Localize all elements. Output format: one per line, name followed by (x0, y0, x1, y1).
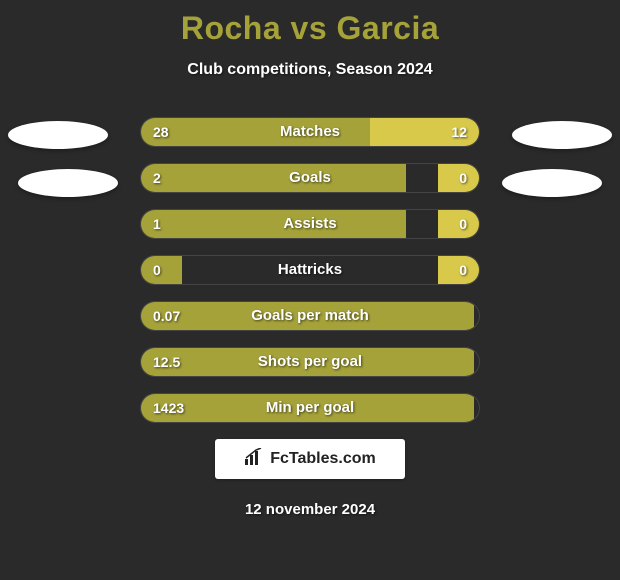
player-badge-left-2 (18, 169, 118, 197)
stat-value-left: 0.07 (153, 302, 180, 330)
stat-row: Shots per goal12.5 (140, 347, 480, 377)
stat-value-left: 1 (153, 210, 161, 238)
stat-label: Goals (141, 164, 479, 192)
player-badge-right-2 (502, 169, 602, 197)
page-title: Rocha vs Garcia (0, 10, 620, 47)
chart-icon (244, 448, 264, 471)
watermark-text: FcTables.com (270, 450, 376, 468)
stat-bars: Matches2812Goals20Assists10Hattricks00Go… (140, 117, 480, 423)
comparison-card: Rocha vs Garcia Club competitions, Seaso… (0, 0, 620, 580)
stat-row: Min per goal1423 (140, 393, 480, 423)
stat-value-left: 0 (153, 256, 161, 284)
stat-value-left: 28 (153, 118, 169, 146)
stat-value-right: 0 (459, 210, 467, 238)
stat-value-left: 2 (153, 164, 161, 192)
stat-label: Shots per goal (141, 348, 479, 376)
stat-value-left: 1423 (153, 394, 184, 422)
page-subtitle: Club competitions, Season 2024 (0, 61, 620, 79)
date-footer: 12 november 2024 (0, 501, 620, 518)
stat-value-right: 0 (459, 164, 467, 192)
player-badge-right-1 (512, 121, 612, 149)
stat-row: Goals per match0.07 (140, 301, 480, 331)
stat-row: Goals2 0 (140, 163, 480, 193)
stat-value-right: 12 (451, 118, 467, 146)
player-badge-left-1 (8, 121, 108, 149)
stat-row: Assists1 0 (140, 209, 480, 239)
stat-value-right: 0 (459, 256, 467, 284)
stat-row: Matches28 12 (140, 117, 480, 147)
stat-label: Min per goal (141, 394, 479, 422)
stat-row: Hattricks0 0 (140, 255, 480, 285)
stats-area: Matches2812Goals20Assists10Hattricks00Go… (0, 117, 620, 423)
stat-label: Hattricks (141, 256, 479, 284)
stat-label: Matches (141, 118, 479, 146)
stat-value-left: 12.5 (153, 348, 180, 376)
stat-label: Goals per match (141, 302, 479, 330)
watermark-badge: FcTables.com (215, 439, 405, 479)
stat-label: Assists (141, 210, 479, 238)
